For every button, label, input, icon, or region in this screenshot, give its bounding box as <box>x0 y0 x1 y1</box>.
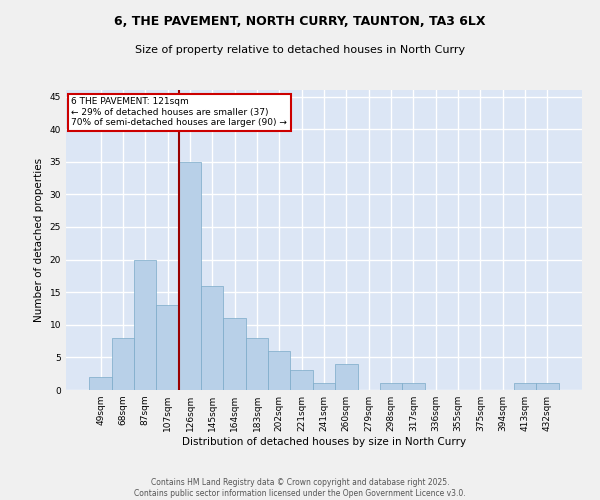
Y-axis label: Number of detached properties: Number of detached properties <box>34 158 44 322</box>
Bar <box>313 384 335 390</box>
Bar <box>402 384 425 390</box>
Bar <box>290 370 313 390</box>
Bar <box>223 318 246 390</box>
X-axis label: Distribution of detached houses by size in North Curry: Distribution of detached houses by size … <box>182 437 466 447</box>
Bar <box>134 260 157 390</box>
Text: Contains HM Land Registry data © Crown copyright and database right 2025.
Contai: Contains HM Land Registry data © Crown c… <box>134 478 466 498</box>
Text: Size of property relative to detached houses in North Curry: Size of property relative to detached ho… <box>135 45 465 55</box>
Bar <box>157 305 179 390</box>
Text: 6 THE PAVEMENT: 121sqm
← 29% of detached houses are smaller (37)
70% of semi-det: 6 THE PAVEMENT: 121sqm ← 29% of detached… <box>71 98 287 128</box>
Bar <box>380 384 402 390</box>
Bar <box>514 384 536 390</box>
Text: 6, THE PAVEMENT, NORTH CURRY, TAUNTON, TA3 6LX: 6, THE PAVEMENT, NORTH CURRY, TAUNTON, T… <box>114 15 486 28</box>
Bar <box>112 338 134 390</box>
Bar <box>89 377 112 390</box>
Bar <box>201 286 223 390</box>
Bar <box>179 162 201 390</box>
Bar <box>268 351 290 390</box>
Bar <box>335 364 358 390</box>
Bar <box>536 384 559 390</box>
Bar <box>246 338 268 390</box>
